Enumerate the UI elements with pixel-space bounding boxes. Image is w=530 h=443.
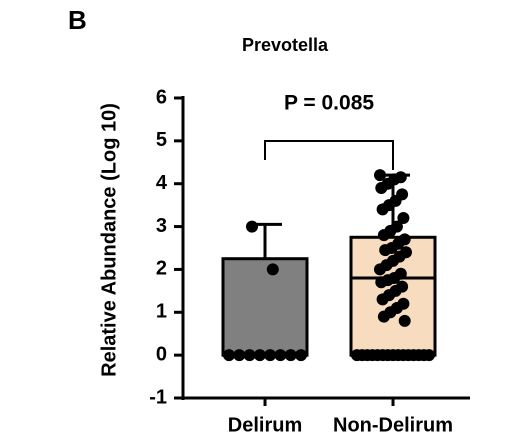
data-point xyxy=(376,203,389,216)
p-value: P = 0.085 xyxy=(284,92,374,115)
data-point xyxy=(223,349,235,362)
data-point xyxy=(253,349,266,362)
significance-bracket xyxy=(264,140,394,170)
y-tick-label: 3 xyxy=(156,215,167,237)
data-point xyxy=(377,229,390,242)
data-point xyxy=(379,244,392,257)
box xyxy=(221,257,309,357)
y-tick-label: 6 xyxy=(156,86,167,108)
data-point xyxy=(284,349,297,362)
panel-label: B xyxy=(68,5,87,35)
data-point xyxy=(397,212,410,224)
data-point xyxy=(246,220,258,233)
chart-title: Prevotella xyxy=(242,35,329,55)
y-tick-label: 5 xyxy=(156,129,167,151)
y-tick-label: 4 xyxy=(156,172,168,194)
y-tick-label: 2 xyxy=(156,258,167,280)
data-point xyxy=(375,276,388,289)
data-point xyxy=(233,349,246,362)
data-point xyxy=(398,314,411,327)
data-point xyxy=(423,349,435,362)
data-point xyxy=(375,182,388,194)
y-tick-label: 1 xyxy=(156,301,167,323)
data-point xyxy=(264,349,277,362)
x-tick-label: Non-Delirum xyxy=(333,414,453,436)
data-point xyxy=(376,293,389,306)
data-point xyxy=(266,263,279,276)
data-point xyxy=(274,349,287,362)
data-point xyxy=(374,169,386,182)
data-point xyxy=(374,263,386,276)
y-tick-label: -1 xyxy=(149,386,167,408)
y-tick-label: 0 xyxy=(156,343,167,365)
data-point xyxy=(295,349,307,362)
y-axis-label: Relative Abundance (Log 10) xyxy=(98,103,120,377)
data-point xyxy=(377,310,390,323)
data-point xyxy=(243,349,256,362)
x-tick-label: Delirum xyxy=(228,414,302,436)
